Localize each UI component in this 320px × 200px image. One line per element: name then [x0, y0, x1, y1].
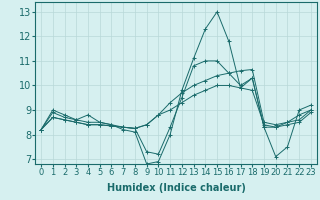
X-axis label: Humidex (Indice chaleur): Humidex (Indice chaleur)	[107, 183, 245, 193]
